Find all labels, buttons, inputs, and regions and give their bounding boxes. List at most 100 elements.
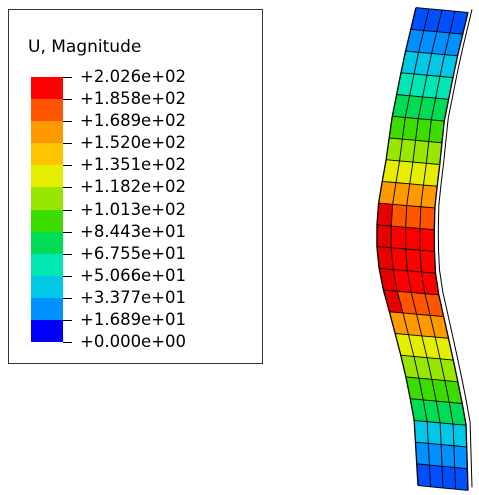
mesh-element [427, 357, 445, 381]
mesh-element [428, 119, 445, 143]
mesh-element [405, 376, 424, 400]
mesh-element [436, 401, 454, 425]
mesh-element [413, 52, 432, 76]
mesh-element [423, 163, 440, 187]
mesh-element [421, 271, 439, 295]
mesh-element [391, 247, 408, 271]
legend-tick-label: +1.520e+02 [80, 133, 187, 153]
legend-swatch [31, 77, 63, 100]
mesh-element [389, 116, 406, 140]
legend-swatch [31, 275, 63, 299]
mesh-element [431, 31, 450, 55]
mesh-element [418, 378, 437, 402]
mesh-element [415, 442, 430, 466]
legend-tick-label: +1.182e+02 [80, 177, 187, 197]
legend-tick-mark [63, 209, 72, 211]
mesh-element [399, 139, 416, 163]
legend-title: U, Magnitude [28, 37, 142, 57]
mesh-element [415, 118, 432, 142]
legend-tick-mark [63, 342, 72, 343]
legend-tick-label: +1.858e+02 [80, 89, 187, 109]
mesh-element [422, 75, 440, 99]
legend-swatch [31, 143, 63, 166]
mesh-element [427, 421, 442, 445]
mesh-line [433, 12, 469, 491]
mesh-element [436, 10, 455, 33]
mesh-element [449, 11, 468, 35]
legend-tick-label: +1.351e+02 [80, 155, 187, 175]
legend-tick-label: +0.000e+00 [80, 332, 187, 351]
mesh-element [431, 98, 449, 122]
mesh-element [426, 141, 442, 165]
mesh-element [407, 270, 425, 294]
mesh-element [410, 398, 428, 422]
mesh-element [416, 463, 431, 487]
mesh-element [396, 72, 414, 96]
mesh-element [453, 424, 467, 447]
mesh-element [441, 444, 455, 468]
mesh-element [405, 205, 421, 229]
mesh-line [405, 9, 444, 489]
mesh-element [449, 402, 467, 426]
mesh-element [395, 160, 413, 184]
legend-tick-mark [63, 143, 72, 145]
legend-swatch [31, 165, 63, 188]
legend-tick-mark [63, 187, 72, 189]
legend-tick-label: +1.689e+02 [80, 111, 187, 131]
mesh-element [391, 226, 406, 249]
mesh-element [429, 465, 443, 488]
mesh-element [376, 224, 392, 248]
mesh-element [406, 183, 424, 207]
mesh-element [412, 140, 429, 164]
legend-tick-mark [63, 99, 72, 101]
legend-color-bar [31, 77, 63, 343]
mesh-element [423, 8, 442, 32]
legend-swatch [31, 99, 63, 122]
mesh-element [378, 181, 396, 205]
mesh-element [405, 95, 423, 119]
mesh-element [435, 337, 454, 361]
legend-swatch [31, 231, 63, 255]
mesh-element [418, 30, 437, 54]
mesh-element [440, 358, 458, 382]
legend-tick-mark [63, 77, 72, 78]
mesh-side-edge [437, 9, 473, 488]
mesh-element [402, 117, 419, 141]
mesh-element [392, 182, 410, 206]
mesh-element [440, 422, 454, 446]
mesh-element [386, 137, 403, 161]
mesh-element [410, 7, 429, 31]
mesh-element [405, 227, 421, 251]
legend-swatch [31, 121, 63, 144]
mesh-element [454, 467, 468, 491]
mesh-element [409, 162, 427, 186]
legend-swatch [31, 253, 63, 277]
mesh-element [439, 54, 458, 78]
mesh-element [376, 246, 394, 270]
mesh-element [424, 293, 444, 317]
legend-swatch [31, 187, 63, 210]
mesh-element [376, 203, 393, 227]
legend-tick-mark [63, 165, 72, 167]
mesh-element [442, 466, 456, 490]
mesh-element [431, 379, 450, 403]
mesh-element [405, 29, 424, 53]
legend-tick-label: +5.066e+01 [80, 265, 187, 285]
legend-tick-label: +1.689e+01 [80, 309, 187, 329]
mesh-line [419, 11, 456, 490]
legend-tick-label: +6.755e+01 [80, 243, 187, 263]
legend-tick-label: +2.026e+02 [80, 67, 187, 86]
mesh-element [419, 228, 435, 252]
mesh-element [430, 315, 449, 339]
mesh-element [444, 380, 463, 404]
mesh-element [379, 268, 398, 292]
legend-swatch [31, 297, 63, 321]
mesh-element [418, 96, 436, 120]
mesh-line [390, 8, 431, 487]
legend-swatch [31, 319, 63, 343]
mesh-element [435, 76, 453, 100]
mesh-element [392, 94, 410, 118]
mesh-element [416, 314, 436, 338]
mesh-element [414, 420, 429, 444]
